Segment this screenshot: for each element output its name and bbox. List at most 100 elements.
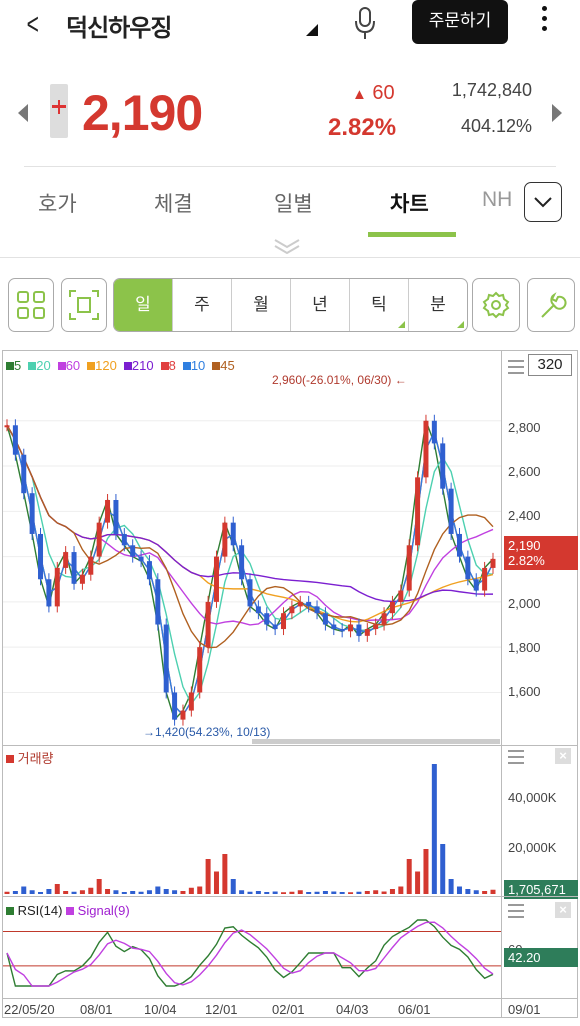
x-tick: 06/01 <box>398 1002 431 1017</box>
volume-bar <box>348 892 354 894</box>
close-rsi-icon[interactable]: × <box>555 902 571 918</box>
candle <box>180 710 186 720</box>
low-label: 1,420(54.23%, 10/13) <box>155 725 271 739</box>
legend-swatch <box>66 907 75 915</box>
title-dropdown-icon[interactable] <box>306 24 318 36</box>
volume-bar <box>373 890 379 894</box>
period-week-button[interactable]: 주 <box>172 279 231 331</box>
rsi-legend: RSI(14) Signal(9) <box>6 903 130 918</box>
volume-bar <box>406 859 412 894</box>
tools-button[interactable] <box>527 278 575 332</box>
last-price-value: 2,190 <box>508 538 541 553</box>
back-arrow-icon[interactable]: < <box>26 8 39 41</box>
settings-button[interactable] <box>472 278 520 332</box>
candle <box>138 556 144 562</box>
last-price-tag: 2,190 2.82% <box>504 536 578 570</box>
expand-chevron-icon[interactable] <box>272 236 302 254</box>
candle <box>172 692 178 720</box>
signal-title: Signal(9) <box>77 903 130 918</box>
volume-bar <box>113 890 119 894</box>
volume-bar <box>63 891 69 894</box>
legend-item-120: 120 <box>87 358 117 373</box>
scroll-bar[interactable] <box>252 739 500 744</box>
volume-bar <box>12 891 18 894</box>
layout-grid-button[interactable] <box>8 278 54 332</box>
candle <box>12 425 18 455</box>
volume-bar <box>314 891 320 894</box>
candle <box>155 579 161 625</box>
candle <box>331 624 337 630</box>
candle <box>448 488 454 534</box>
microphone-icon[interactable] <box>352 6 378 40</box>
period-year-button[interactable]: 년 <box>290 279 349 331</box>
active-tab-indicator <box>368 232 456 237</box>
volume-bar <box>96 879 102 894</box>
period-month-button[interactable]: 월 <box>231 279 290 331</box>
candle <box>406 545 412 591</box>
prev-stock-arrow-icon[interactable] <box>18 104 28 122</box>
tab-chart[interactable]: 차트 <box>390 193 429 216</box>
tab-trades[interactable]: 체결 <box>154 193 193 216</box>
candle <box>297 601 303 607</box>
volume-bar <box>213 871 219 894</box>
fullscreen-button[interactable] <box>61 278 107 332</box>
x-tick: 02/01 <box>272 1002 305 1017</box>
candle <box>456 533 462 557</box>
chart-menu-icon[interactable] <box>508 360 524 378</box>
volume-bar <box>239 890 245 894</box>
more-menu-icon[interactable] <box>538 6 550 36</box>
chart-area[interactable] <box>2 350 502 1018</box>
period-tick-button[interactable]: 틱 <box>349 279 408 331</box>
order-button[interactable]: 주문하기 <box>412 0 508 44</box>
candle <box>381 613 387 625</box>
fullscreen-icon <box>69 290 99 320</box>
volume-bar <box>473 890 479 894</box>
period-minute-label: 분 <box>430 295 446 314</box>
candle <box>364 629 370 636</box>
next-stock-arrow-icon[interactable] <box>552 104 562 122</box>
candle <box>105 500 111 523</box>
volume-bar <box>423 849 429 894</box>
tab-hoga[interactable]: 호가 <box>38 193 77 216</box>
volume-menu-icon[interactable] <box>508 750 524 768</box>
volume-bar <box>448 879 454 894</box>
volume-bar <box>389 889 395 894</box>
volume-legend: 거래량 <box>6 748 54 767</box>
volume-bar <box>272 891 278 894</box>
volume-chart <box>4 764 496 894</box>
candle <box>423 420 429 478</box>
candle <box>389 601 395 614</box>
candle <box>79 574 85 584</box>
up-triangle-icon: ▲ <box>352 86 367 103</box>
y-tick: 2,800 <box>508 420 541 435</box>
tab-daily[interactable]: 일별 <box>274 193 313 216</box>
x-tick: 09/01 <box>508 1002 541 1017</box>
candle <box>29 493 35 534</box>
candle <box>197 647 203 693</box>
candle <box>306 601 312 607</box>
signal-line <box>6 921 494 987</box>
candle <box>46 579 52 607</box>
volume-bar <box>29 890 35 894</box>
rsi-last-tag: 42.20 <box>504 948 578 967</box>
volume-bar <box>172 890 178 894</box>
volume-bar <box>197 886 203 894</box>
period-day-button[interactable]: 일 <box>114 279 172 331</box>
candle <box>239 545 245 580</box>
candle-count-box[interactable]: 320 <box>528 354 572 376</box>
candle <box>213 556 219 602</box>
tab-nh[interactable]: NH <box>482 188 513 211</box>
close-volume-icon[interactable]: × <box>555 748 571 764</box>
last-pct-value: 2.82% <box>508 553 545 568</box>
period-minute-button[interactable]: 분 <box>408 279 467 331</box>
volume-bar <box>482 891 488 894</box>
gear-icon <box>482 291 510 319</box>
rsi-chart <box>3 919 501 987</box>
stock-title[interactable]: 덕신하우징 <box>66 15 172 42</box>
low-annotation: →1,420(54.23%, 10/13) <box>143 725 270 739</box>
rsi-menu-icon[interactable] <box>508 904 524 922</box>
tab-dropdown-button[interactable] <box>524 182 562 222</box>
candle <box>348 624 354 632</box>
volume-bar <box>79 890 85 894</box>
price-change: ▲ 60 <box>352 82 395 104</box>
